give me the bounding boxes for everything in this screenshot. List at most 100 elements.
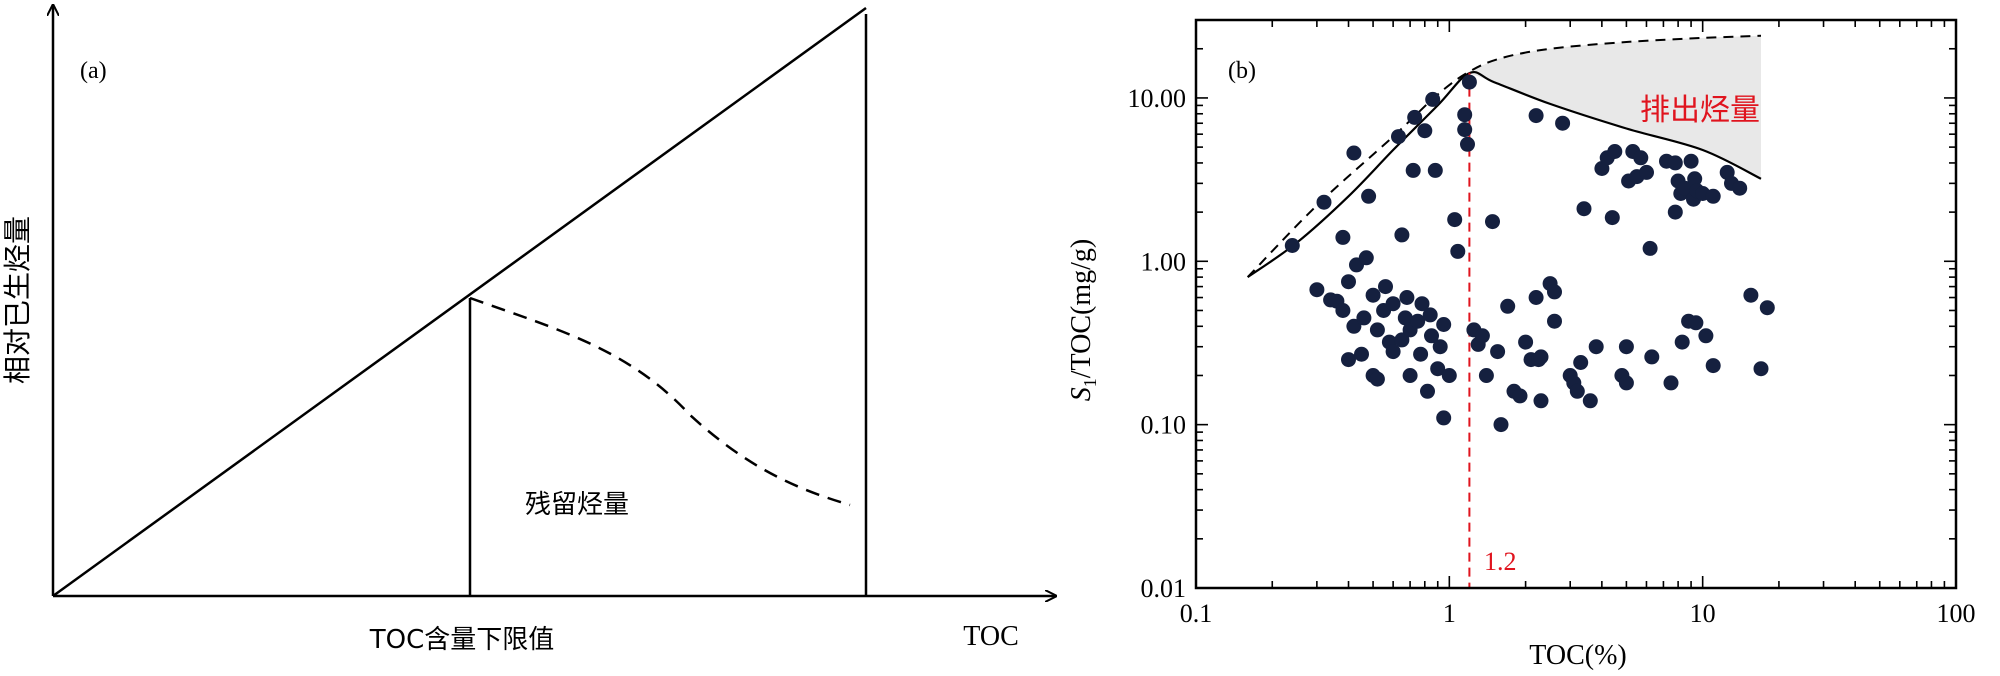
- data-point: [1474, 328, 1490, 344]
- data-point: [1391, 129, 1406, 145]
- data-point: [1639, 164, 1654, 180]
- data-point: [1663, 375, 1679, 391]
- data-point: [1358, 250, 1374, 266]
- data-point: [1618, 339, 1634, 355]
- data-point: [1356, 310, 1372, 326]
- residual-hydrocarbon-curve: [469, 296, 851, 507]
- data-point: [1309, 282, 1325, 298]
- data-point: [1485, 214, 1500, 230]
- panel-b-ticks: 0.1 1 10 100 0.01 0.10 1.00 10.00: [1128, 19, 1976, 628]
- data-point: [1335, 229, 1351, 245]
- data-point: [1335, 303, 1351, 318]
- data-point: [1424, 328, 1439, 344]
- data-point: [1414, 296, 1430, 312]
- data-point: [1533, 393, 1549, 409]
- toc-threshold-label: TOC含量下限值: [369, 625, 555, 655]
- data-point: [1361, 188, 1377, 204]
- data-point: [1284, 238, 1300, 253]
- data-point: [1457, 122, 1473, 138]
- data-point: [1582, 393, 1598, 409]
- data-point: [1427, 162, 1443, 178]
- data-point: [1588, 339, 1604, 355]
- data-point: [1569, 383, 1585, 399]
- data-point: [1555, 115, 1571, 131]
- data-point: [1753, 361, 1769, 377]
- data-point: [1369, 322, 1385, 338]
- data-point: [1576, 201, 1592, 217]
- y-tick-label: 0.10: [1141, 411, 1187, 440]
- data-point: [1447, 212, 1463, 228]
- data-point: [1547, 313, 1562, 329]
- data-point: [1490, 344, 1506, 360]
- data-point: [1413, 346, 1429, 362]
- data-point: [1528, 108, 1544, 124]
- data-point: [1346, 318, 1362, 334]
- data-point: [1618, 375, 1634, 391]
- panel-a-x-axis-label: TOC: [963, 621, 1019, 652]
- data-point: [1420, 383, 1435, 399]
- data-point: [1674, 334, 1690, 350]
- data-point: [1518, 334, 1534, 350]
- data-point: [1743, 287, 1759, 303]
- expelled-hydrocarbon-region: [1467, 35, 1761, 179]
- data-point: [1394, 332, 1410, 348]
- data-point: [1378, 279, 1393, 295]
- data-point: [1644, 349, 1660, 365]
- data-point: [1430, 361, 1446, 377]
- residual-hydrocarbon-label: 残留烃量: [525, 490, 629, 520]
- y-tick-label: 10.00: [1128, 84, 1187, 113]
- data-point: [1667, 155, 1683, 171]
- x-tick-label: 0.1: [1180, 599, 1213, 628]
- data-point: [1422, 307, 1438, 323]
- data-point: [1394, 227, 1410, 243]
- data-point: [1633, 150, 1649, 166]
- data-point: [1683, 153, 1699, 169]
- data-point: [1677, 180, 1693, 196]
- data-point: [1397, 310, 1413, 326]
- data-point: [1436, 317, 1452, 332]
- data-point: [1461, 74, 1477, 90]
- data-point: [1385, 296, 1401, 312]
- panel-a-label: (a): [80, 58, 107, 84]
- data-point: [1341, 274, 1356, 290]
- data-point: [1432, 339, 1448, 355]
- data-point: [1705, 358, 1721, 374]
- data-point: [1547, 284, 1562, 300]
- data-point: [1573, 355, 1589, 370]
- data-point: [1698, 328, 1714, 344]
- data-point: [1365, 287, 1381, 303]
- data-point: [1436, 410, 1452, 426]
- data-point: [1341, 352, 1356, 368]
- data-point: [1402, 368, 1418, 383]
- y-label-rest: /TOC(mg/g): [1066, 239, 1097, 378]
- data-point: [1607, 144, 1623, 159]
- panel-b-plot-frame: [1194, 18, 1958, 590]
- data-point: [1512, 388, 1528, 404]
- data-point: [1316, 194, 1332, 210]
- data-point: [1528, 290, 1544, 305]
- data-point: [1457, 107, 1473, 123]
- x-tick-label: 10: [1690, 599, 1716, 628]
- y-label-italic: S: [1066, 387, 1097, 401]
- data-point: [1441, 368, 1457, 383]
- panel-b-y-axis-label: S1/TOC(mg/g): [1066, 239, 1100, 401]
- data-point: [1687, 171, 1703, 187]
- data-point: [1460, 136, 1475, 152]
- data-point: [1410, 313, 1426, 329]
- data-point: [1642, 240, 1658, 256]
- data-point: [1399, 290, 1415, 305]
- data-point: [1759, 300, 1775, 316]
- data-point: [1417, 123, 1433, 139]
- expelled-hydrocarbon-label: 排出烃量: [1640, 93, 1760, 128]
- data-point: [1667, 204, 1683, 220]
- data-point: [1385, 344, 1401, 360]
- generation-line: [52, 6, 867, 598]
- data-point: [1705, 188, 1721, 204]
- y-tick-label: 0.01: [1141, 574, 1187, 603]
- data-point: [1425, 91, 1441, 107]
- y-tick-label: 1.00: [1141, 247, 1187, 276]
- y-label-subscript: 1: [1080, 378, 1100, 387]
- panel-b-label: (b): [1228, 58, 1256, 84]
